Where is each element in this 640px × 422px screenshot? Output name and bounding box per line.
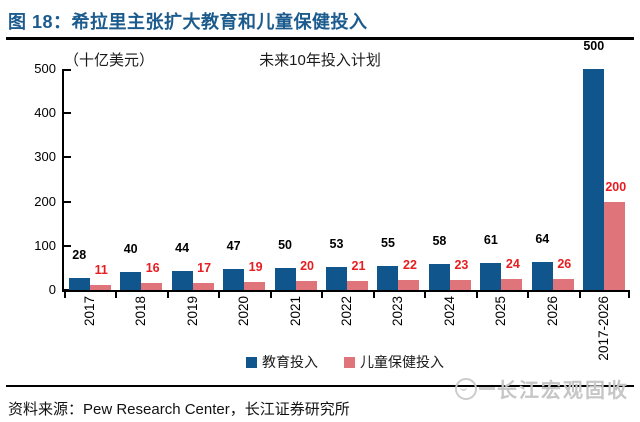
bar-education [274,267,296,290]
bar-healthcare [295,281,317,290]
chart-title: 未来10年投入计划 [259,52,381,69]
bar-healthcare [192,282,214,290]
value-label-healthcare: 200 [605,179,627,194]
y-axis-tick [64,289,71,291]
value-label-healthcare: 22 [403,258,417,273]
value-label-education: 55 [381,235,395,250]
value-label-healthcare: 23 [454,257,469,272]
value-label-education: 44 [175,240,190,255]
legend-item-healthcare: 儿童保健投入 [344,352,444,372]
legend-label-education: 教育投入 [262,354,318,370]
y-axis-label: 100 [34,237,56,253]
x-axis-tick [64,292,66,298]
y-axis-tick [64,244,71,247]
x-axis-tick [475,292,478,298]
bar-education [223,269,245,290]
value-label-education: 53 [329,236,344,251]
source-note: 资料来源：Pew Research Center，长江证券研究所 [8,401,350,418]
plot-area: 0 100 200 300 400 500 28 11 2017 40 16 2018 44 17 2019… [34,39,630,361]
y-axis-label: 400 [34,105,56,121]
bar-healthcare [552,278,574,290]
y-axis-tick [64,156,71,159]
bar-healthcare [244,281,266,290]
x-axis-tick [218,292,221,298]
figure-title: 图 18：希拉里主张扩大教育和儿童保健投入 [8,12,368,32]
value-label-education: 58 [432,234,447,249]
value-label-education: 61 [483,233,498,248]
value-label-healthcare: 17 [197,260,212,275]
legend-label-healthcare: 儿童保健投入 [360,354,444,370]
bar-education [480,263,502,290]
x-axis-tick [527,292,530,298]
x-axis-tick [321,292,324,298]
value-label-education: 28 [72,247,87,262]
y-axis-label: 300 [34,149,56,165]
bar-healthcare [141,282,163,290]
watermark: 长江宏观固收 [455,374,629,403]
bar-education [583,69,605,290]
bar-education [171,270,193,290]
value-label-healthcare: 11 [94,263,108,278]
value-label-healthcare: 19 [248,259,263,274]
bar-healthcare [347,280,368,290]
bar-education [377,265,399,290]
x-axis-tick [372,292,375,298]
y-axis-tick [64,200,71,203]
x-axis-tick [115,292,118,298]
legend-item-education: 教育投入 [246,352,318,372]
value-label-healthcare: 21 [351,258,366,273]
watermark-text: 长江宏观固收 [497,380,629,402]
x-axis-tick [166,292,169,298]
value-label-education: 40 [123,242,138,257]
value-label-healthcare: 20 [300,259,314,274]
legend-swatch-education [246,356,257,368]
y-axis-tick [64,69,71,71]
y-axis-label: 500 [34,61,56,76]
bar-education [68,277,90,290]
bar-education [120,272,142,290]
watermark-dash [479,387,495,390]
legend-swatch-healthcare [344,356,355,368]
value-label-healthcare: 26 [557,256,572,271]
value-label-education: 47 [226,239,241,254]
footer-divider [6,385,634,387]
value-label-education: 500 [583,39,605,53]
y-axis-label: 0 [48,282,56,297]
x-axis-tick [424,292,427,298]
bar-education [326,266,347,290]
bar-education [428,264,450,290]
value-label-healthcare: 24 [505,257,520,272]
x-axis-tick [578,292,581,298]
bar-healthcare [449,279,471,290]
bar-education [531,261,553,290]
x-axis-tick [628,292,630,298]
value-label-education: 50 [278,237,292,252]
legend: 教育投入 儿童保健投入 [62,352,628,372]
value-label-education: 64 [535,231,550,246]
watermark-logo-icon [455,377,477,400]
bar-healthcare [501,279,523,290]
bar-healthcare [604,201,626,290]
value-label-healthcare: 16 [145,260,160,275]
bar-healthcare [89,285,111,290]
title-divider [6,37,634,40]
bar-healthcare [398,280,420,290]
y-axis-label: 200 [34,193,56,209]
x-axis-tick [269,292,272,298]
y-axis-tick [64,112,71,115]
y-axis-unit-label: （十亿美元） [64,52,155,69]
